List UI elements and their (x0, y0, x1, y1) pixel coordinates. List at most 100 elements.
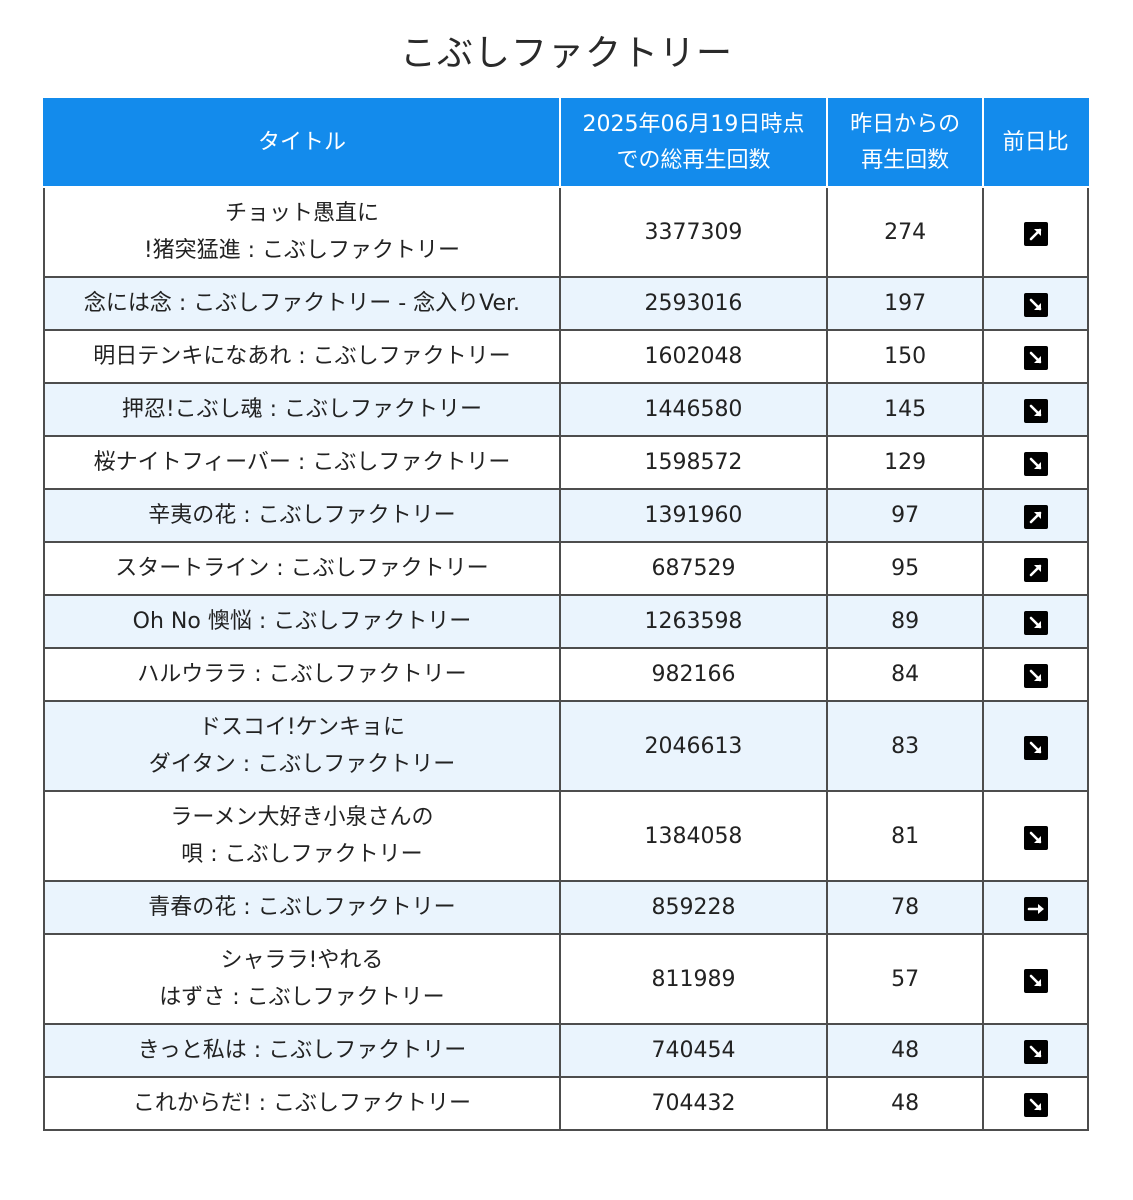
table-row: スタートライン : こぶしファクトリー 687529 95 (43, 541, 1089, 596)
cell-daily-plays: 83 (825, 700, 985, 792)
table-row: これからだ! : こぶしファクトリー 704432 48 (43, 1076, 1089, 1131)
song-title-line1: これからだ! : こぶしファクトリー (132, 1091, 472, 1116)
cell-title: Oh No 懊悩 : こぶしファクトリー (43, 594, 561, 649)
cell-daily-plays: 48 (825, 1023, 985, 1078)
down-right-arrow-icon (1023, 610, 1048, 635)
cell-total-plays: 1391960 (558, 488, 828, 543)
cell-total-plays: 811989 (558, 933, 828, 1025)
cell-ratio (982, 541, 1089, 596)
cell-total-plays: 1598572 (558, 435, 828, 490)
song-title-line1: ドスコイ!ケンキョに (198, 715, 406, 740)
table-row: シャララ!やれる はずさ : こぶしファクトリー 811989 57 (43, 933, 1089, 1025)
song-title-line1: ラーメン大好き小泉さんの (170, 805, 434, 830)
song-title-line1: ハルウララ : こぶしファクトリー (137, 662, 467, 687)
cell-daily-plays: 129 (825, 435, 985, 490)
table-row: 念には念 : こぶしファクトリー - 念入りVer. 2593016 197 (43, 276, 1089, 331)
song-title-line2: はずさ : こぶしファクトリー (159, 985, 445, 1010)
cell-daily-plays: 84 (825, 647, 985, 702)
song-title-line2: 唄 : こぶしファクトリー (181, 842, 423, 867)
cell-daily-plays: 197 (825, 276, 985, 331)
cell-ratio (982, 382, 1089, 437)
cell-total-plays: 740454 (558, 1023, 828, 1078)
song-title-line1: 辛夷の花 : こぶしファクトリー (148, 503, 456, 528)
header-title-label: タイトル (257, 130, 346, 155)
cell-title: ドスコイ!ケンキョにダイタン : こぶしファクトリー (43, 700, 561, 792)
cell-title: 念には念 : こぶしファクトリー - 念入りVer. (43, 276, 561, 331)
down-right-arrow-icon (1023, 451, 1048, 476)
table-row: 辛夷の花 : こぶしファクトリー 1391960 97 (43, 488, 1089, 543)
cell-title: きっと私は : こぶしファクトリー (43, 1023, 561, 1078)
cell-daily-plays: 81 (825, 790, 985, 882)
header-title: タイトル (43, 98, 561, 188)
cell-daily-plays: 48 (825, 1076, 985, 1131)
down-right-arrow-icon (1023, 968, 1048, 993)
cell-total-plays: 1263598 (558, 594, 828, 649)
cell-total-plays: 687529 (558, 541, 828, 596)
song-title-line1: 押忍!こぶし魂 : こぶしファクトリー (121, 397, 483, 422)
song-title-line1: シャララ!やれる (220, 948, 384, 973)
cell-daily-plays: 97 (825, 488, 985, 543)
cell-total-plays: 982166 (558, 647, 828, 702)
cell-ratio (982, 790, 1089, 882)
up-right-arrow-icon (1023, 504, 1048, 529)
down-right-arrow-icon (1023, 1039, 1048, 1064)
table-row: ハルウララ : こぶしファクトリー 982166 84 (43, 647, 1089, 702)
cell-title: 明日テンキになあれ : こぶしファクトリー (43, 329, 561, 384)
cell-ratio (982, 488, 1089, 543)
ranking-table: タイトル 2025年06月19日時点 での総再生回数 昨日からの 再生回数 前日… (43, 98, 1089, 1131)
table-row: ドスコイ!ケンキョに ダイタン : こぶしファクトリー 2046613 83 (43, 700, 1089, 792)
cell-title: 青春の花 : こぶしファクトリー (43, 880, 561, 935)
song-title-line2: !猪突猛進 : こぶしファクトリー (143, 238, 461, 263)
song-title-line1: スタートライン : こぶしファクトリー (115, 556, 489, 581)
song-title-line1: きっと私は : こぶしファクトリー (137, 1038, 467, 1063)
header-total-line2: での総再生回数 (616, 148, 771, 173)
cell-daily-plays: 57 (825, 933, 985, 1025)
cell-title: 桜ナイトフィーバー : こぶしファクトリー (43, 435, 561, 490)
table-row: 桜ナイトフィーバー : こぶしファクトリー 1598572 129 (43, 435, 1089, 490)
song-title-line1: 念には念 : こぶしファクトリー - 念入りVer. (83, 291, 521, 316)
cell-title: ハルウララ : こぶしファクトリー (43, 647, 561, 702)
header-ratio: 前日比 (982, 98, 1089, 188)
table-row: Oh No 懊悩 : こぶしファクトリー 1263598 89 (43, 594, 1089, 649)
table-row: チョット愚直に !猪突猛進 : こぶしファクトリー 3377309 274 (43, 186, 1089, 278)
cell-daily-plays: 78 (825, 880, 985, 935)
cell-total-plays: 1602048 (558, 329, 828, 384)
cell-total-plays: 2593016 (558, 276, 828, 331)
cell-ratio (982, 186, 1089, 278)
cell-ratio (982, 700, 1089, 792)
song-title-line1: Oh No 懊悩 : こぶしファクトリー (132, 609, 472, 634)
page-title: こぶしファクトリー (399, 33, 733, 74)
song-title-line2: ダイタン : こぶしファクトリー (148, 752, 456, 777)
header-total-plays: 2025年06月19日時点 での総再生回数 (558, 98, 828, 188)
up-right-arrow-icon (1023, 557, 1048, 582)
down-right-arrow-icon (1023, 398, 1048, 423)
header-daily-line2: 再生回数 (861, 148, 950, 173)
cell-title: チョット愚直に !猪突猛進 : こぶしファクトリー (43, 186, 561, 278)
cell-ratio (982, 329, 1089, 384)
right-arrow-icon (1023, 896, 1048, 921)
cell-title: ラーメン大好き小泉さんの唄 : こぶしファクトリー (43, 790, 561, 882)
cell-ratio (982, 435, 1089, 490)
song-title-line1: 桜ナイトフィーバー : こぶしファクトリー (93, 450, 511, 475)
down-right-arrow-icon (1023, 735, 1048, 760)
cell-title: シャララ!やれるはずさ : こぶしファクトリー (43, 933, 561, 1025)
table-body: チョット愚直に !猪突猛進 : こぶしファクトリー 3377309 274 念には念 :… (43, 186, 1089, 1131)
down-right-arrow-icon (1023, 663, 1048, 688)
cell-total-plays: 859228 (558, 880, 828, 935)
cell-daily-plays: 145 (825, 382, 985, 437)
table-row: ラーメン大好き小泉さんの唄 : こぶしファクトリー 1384058 81 (43, 790, 1089, 882)
cell-title: 辛夷の花 : こぶしファクトリー (43, 488, 561, 543)
song-title-line1: 明日テンキになあれ : こぶしファクトリー (93, 344, 511, 369)
cell-title: スタートライン : こぶしファクトリー (43, 541, 561, 596)
table-row: 押忍!こぶし魂 : こぶしファクトリー 1446580 145 (43, 382, 1089, 437)
header-daily-line1: 昨日からの (850, 112, 961, 137)
header-daily-plays: 昨日からの 再生回数 (825, 98, 985, 188)
cell-ratio (982, 647, 1089, 702)
up-right-arrow-icon (1023, 221, 1048, 246)
cell-total-plays: 1384058 (558, 790, 828, 882)
song-title-line1: 青春の花 : こぶしファクトリー (148, 895, 456, 920)
down-right-arrow-icon (1023, 345, 1048, 370)
cell-total-plays: 3377309 (558, 186, 828, 278)
down-right-arrow-icon (1023, 825, 1048, 850)
cell-daily-plays: 89 (825, 594, 985, 649)
